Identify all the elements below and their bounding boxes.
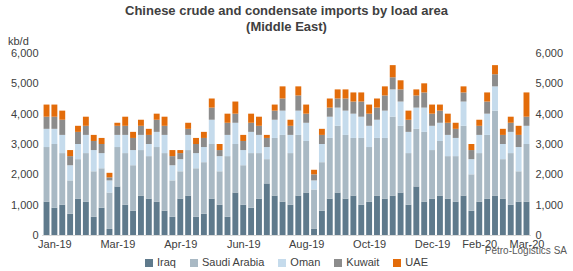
svg-text:Jun-19: Jun-19 xyxy=(227,238,261,250)
html-text:Oman: Oman xyxy=(290,256,321,268)
svg-text:Feb-20: Feb-20 xyxy=(462,238,498,251)
html-text:Saudi Arabia: Saudi Arabia xyxy=(202,256,265,268)
svg-text:6,000: 6,000 xyxy=(536,47,564,59)
svg-text:Apr-19: Apr-19 xyxy=(164,238,197,250)
svg-text:2,000: 2,000 xyxy=(11,168,39,180)
svg-text:Aug-19: Aug-19 xyxy=(289,238,324,250)
svg-text:5,000: 5,000 xyxy=(11,77,39,89)
svg-text:1,000: 1,000 xyxy=(11,199,39,211)
html-text:Chinese crude and condensate i: Chinese crude and condensate imports by … xyxy=(125,3,448,18)
html-text:UAE: UAE xyxy=(405,256,428,268)
svg-text:Mar-19: Mar-19 xyxy=(100,238,135,250)
svg-text:Dec-19: Dec-19 xyxy=(415,238,450,250)
svg-text:Oct-19: Oct-19 xyxy=(353,238,386,250)
svg-text:2,000: 2,000 xyxy=(536,168,564,180)
html-text:(Middle East): (Middle East) xyxy=(246,19,327,34)
svg-text:6,000: 6,000 xyxy=(11,47,39,59)
html-text:Iraq: Iraq xyxy=(157,256,176,268)
svg-text:0: 0 xyxy=(32,229,38,241)
html-text:Petro-Logistics SA: Petro-Logistics SA xyxy=(484,245,567,256)
svg-text:5,000: 5,000 xyxy=(536,77,564,89)
svg-text:Jan-19: Jan-19 xyxy=(38,238,72,250)
html-text:kb/d: kb/d xyxy=(8,35,29,47)
html-text:Kuwait: Kuwait xyxy=(346,256,380,268)
svg-text:4,000: 4,000 xyxy=(536,108,564,120)
svg-text:3,000: 3,000 xyxy=(11,138,39,150)
svg-text:3,000: 3,000 xyxy=(536,138,564,150)
svg-text:1,000: 1,000 xyxy=(536,199,564,211)
svg-text:4,000: 4,000 xyxy=(11,108,39,120)
svg-text:0: 0 xyxy=(536,229,542,241)
